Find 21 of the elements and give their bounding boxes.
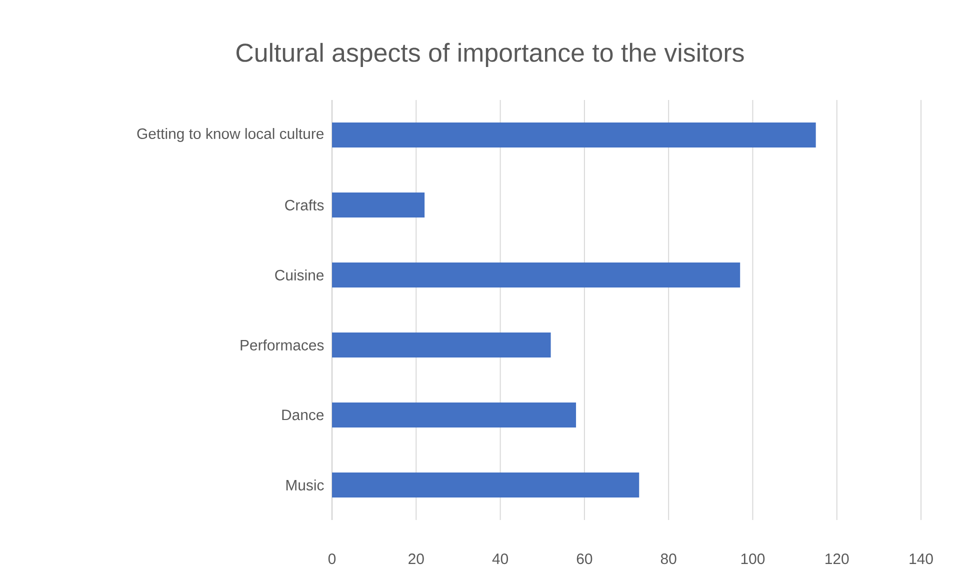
bar xyxy=(332,472,640,498)
bar xyxy=(332,122,816,148)
x-tick-label: 0 xyxy=(328,554,336,564)
bar xyxy=(332,262,740,288)
bar xyxy=(332,402,576,428)
x-tick-label: 100 xyxy=(741,554,765,564)
y-tick-label: Performaces xyxy=(240,340,324,350)
x-tick-label: 20 xyxy=(408,554,424,564)
y-tick-label: Getting to know local culture xyxy=(137,128,324,142)
x-tick-label: 80 xyxy=(660,554,676,564)
bar xyxy=(332,332,551,358)
y-tick-label: Crafts xyxy=(285,200,324,210)
x-tick-label: 40 xyxy=(492,554,508,564)
chart-title: Cultural aspects of importance to the visitors xyxy=(236,42,744,68)
x-tick-label: 120 xyxy=(826,554,849,564)
y-tick-label: Cuisine xyxy=(275,270,324,280)
y-tick-label: Dance xyxy=(282,410,324,420)
y-tick-label: Music xyxy=(286,480,324,490)
x-tick-label: 140 xyxy=(910,554,933,564)
bar xyxy=(332,192,425,218)
x-tick-label: 60 xyxy=(576,554,592,564)
